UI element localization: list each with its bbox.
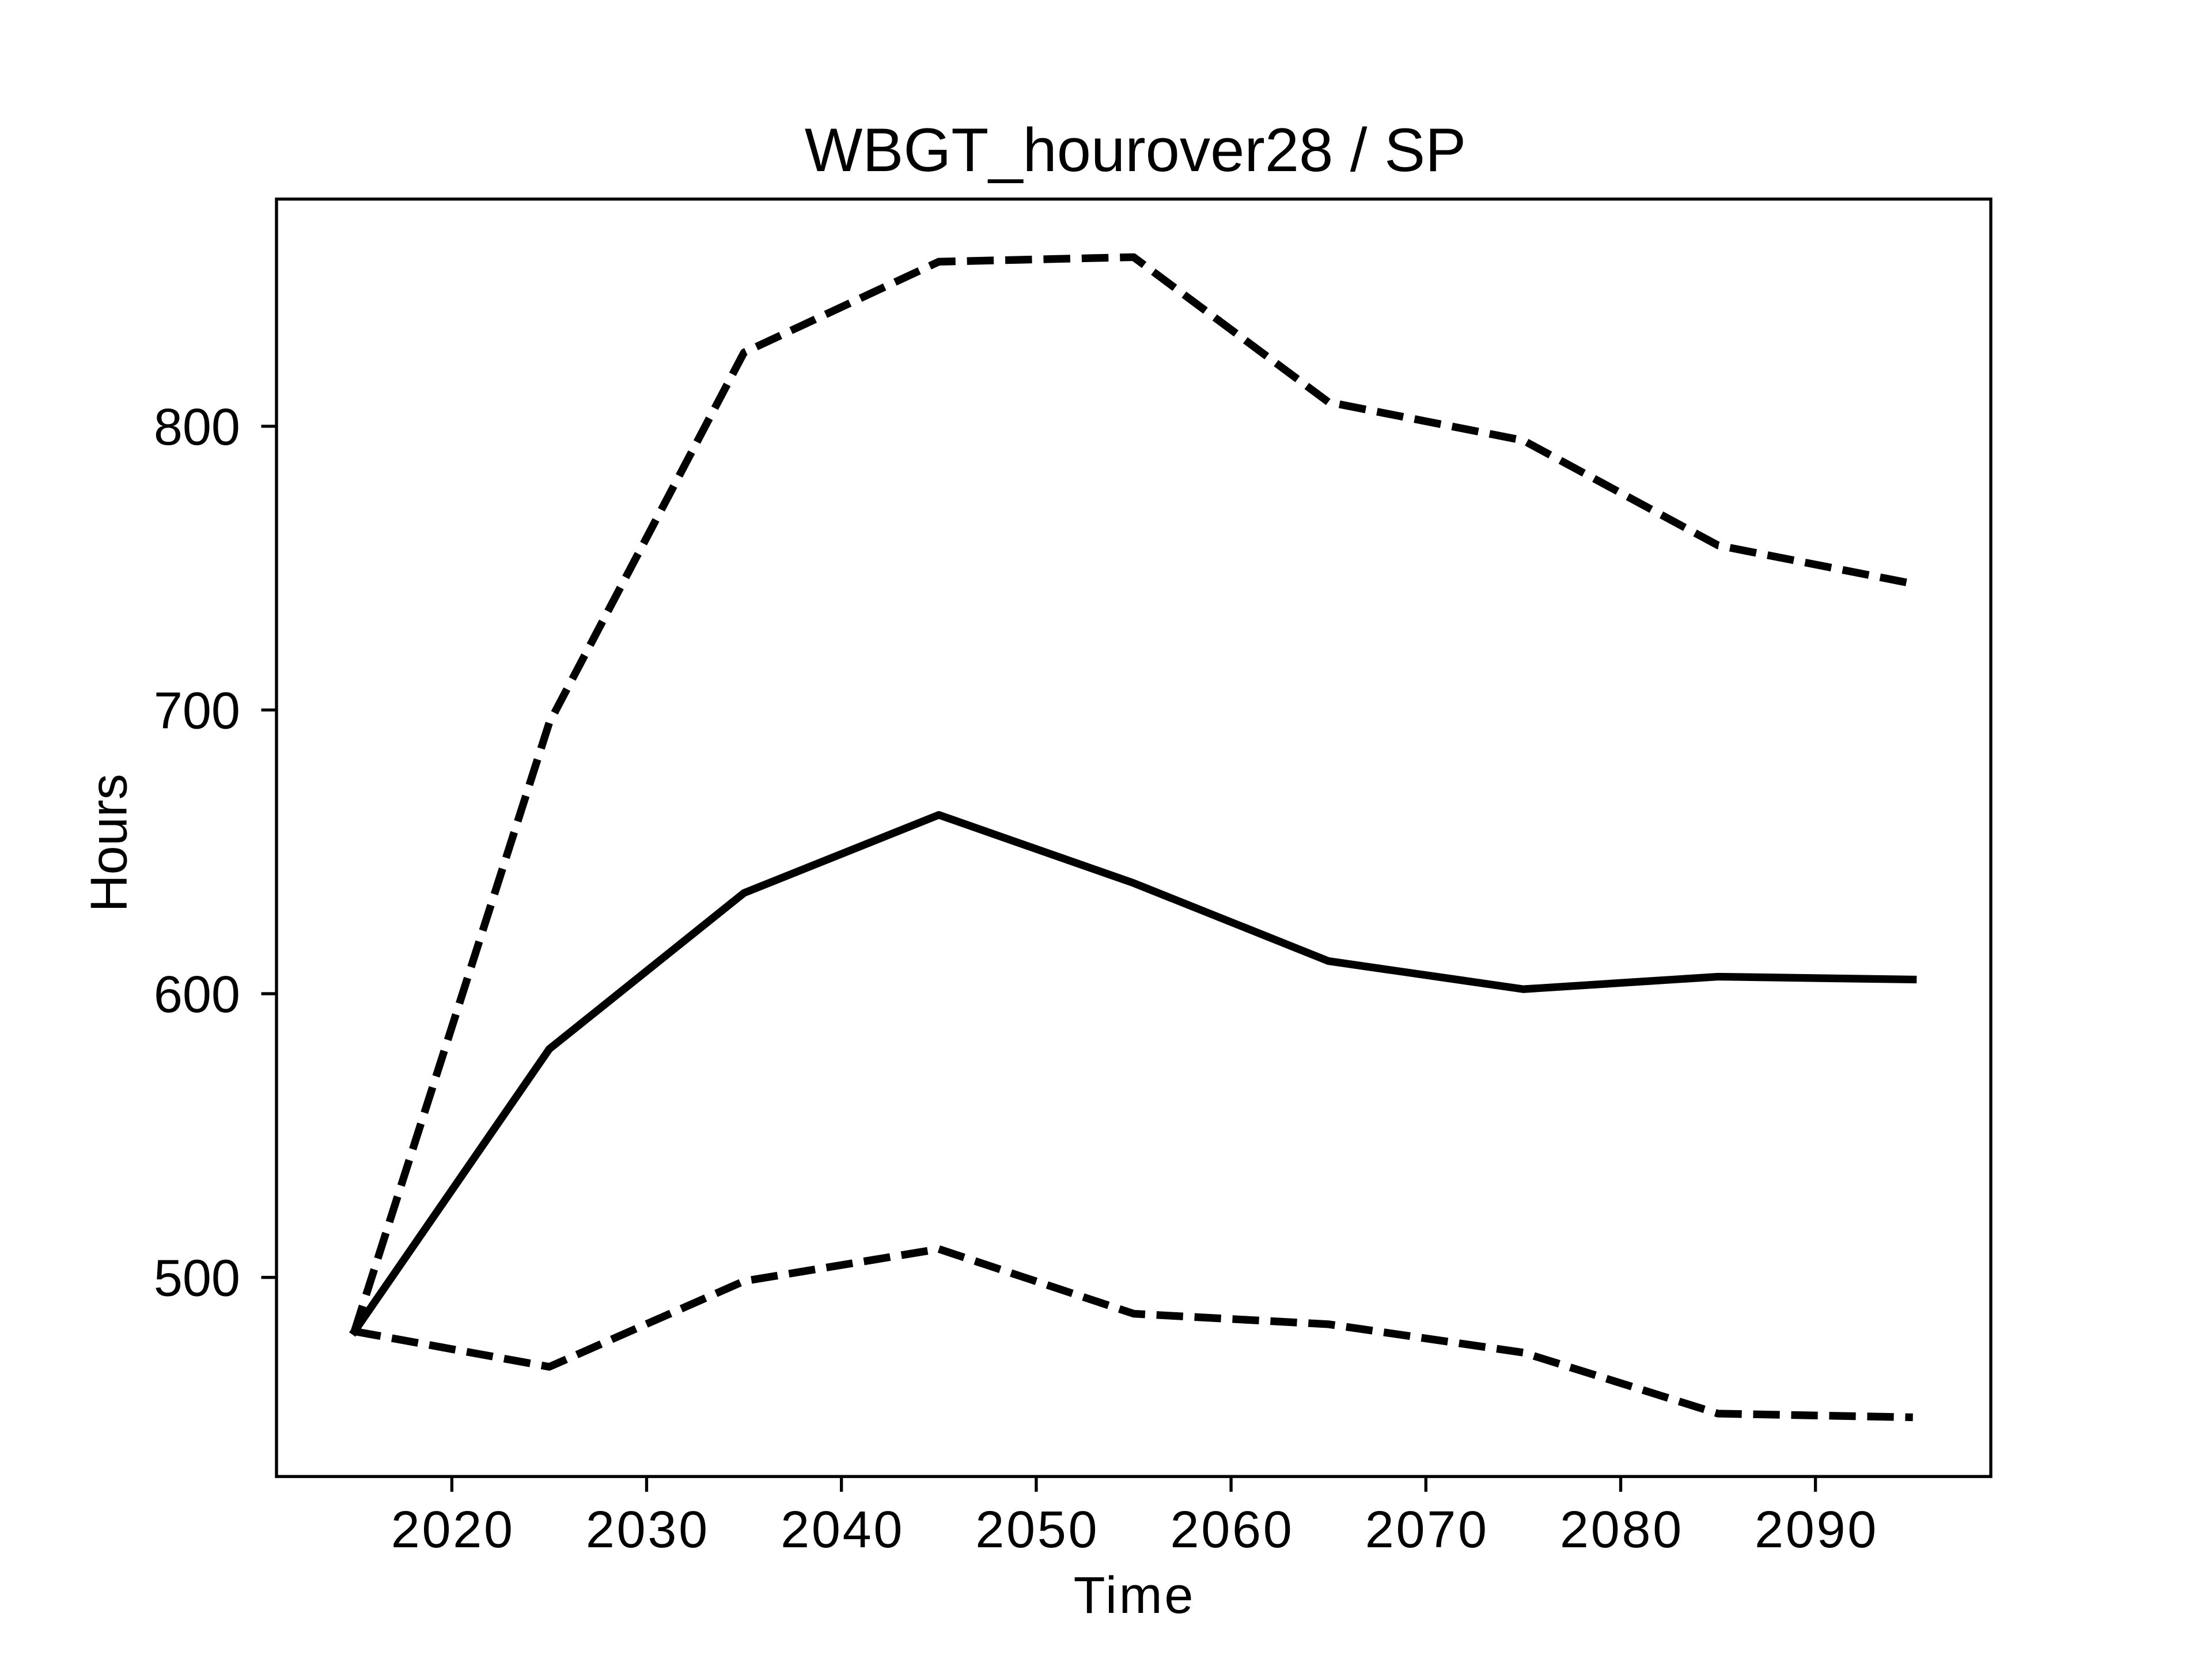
svg-text:Time: Time (1074, 1567, 1195, 1624)
svg-text:2040: 2040 (781, 1501, 904, 1559)
svg-text:500: 500 (154, 1250, 240, 1308)
svg-text:WBGT_hourover28 / SP: WBGT_hourover28 / SP (805, 116, 1466, 184)
svg-text:2080: 2080 (1560, 1501, 1684, 1559)
svg-text:2090: 2090 (1755, 1501, 1878, 1559)
svg-text:Hours: Hours (81, 774, 138, 912)
svg-text:800: 800 (154, 399, 240, 456)
svg-text:2050: 2050 (975, 1501, 1099, 1559)
svg-text:2030: 2030 (586, 1501, 710, 1559)
svg-text:2070: 2070 (1365, 1501, 1489, 1559)
svg-text:2020: 2020 (391, 1501, 515, 1559)
svg-text:2060: 2060 (1170, 1501, 1294, 1559)
svg-text:600: 600 (154, 966, 240, 1024)
svg-text:700: 700 (154, 682, 240, 740)
